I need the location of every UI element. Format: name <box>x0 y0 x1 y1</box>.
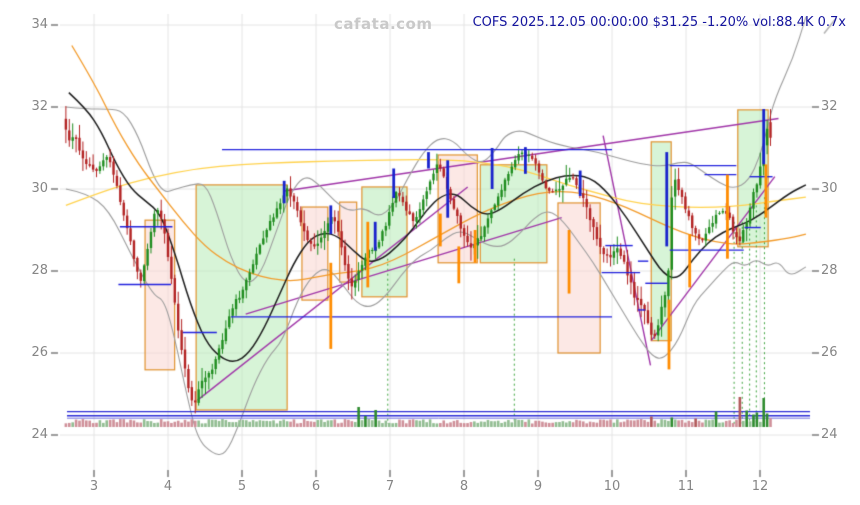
x-axis-label: 10 <box>603 479 621 494</box>
y-axis-label-left: 34 <box>31 17 48 32</box>
x-axis-label: 11 <box>677 479 695 494</box>
watermark: cafata.com <box>334 15 433 33</box>
y-axis-label-left: 28 <box>31 263 48 278</box>
chart-title: COFS 2025.12.05 00:00:00 $31.25 -1.20% v… <box>472 15 846 30</box>
x-axis-label: 4 <box>163 479 173 494</box>
x-axis-label: 7 <box>385 479 395 494</box>
y-axis-label-left: 30 <box>31 181 48 196</box>
y-axis-label-left: 26 <box>31 345 48 360</box>
y-axis-label-right: 30 <box>821 181 838 196</box>
x-axis-label: 8 <box>459 479 469 494</box>
x-axis-label: 3 <box>89 479 99 494</box>
y-axis-label-right: 32 <box>821 99 838 114</box>
y-axis-label-left: 24 <box>31 427 48 442</box>
x-axis-label: 5 <box>237 479 247 494</box>
y-axis-label-right: 24 <box>821 427 838 442</box>
x-axis-label: 6 <box>311 479 321 494</box>
y-axis-label-left: 32 <box>31 99 48 114</box>
y-axis-label-right: 26 <box>821 345 838 360</box>
y-axis-label-right: 28 <box>821 263 838 278</box>
x-axis-label: 12 <box>751 479 769 494</box>
x-axis-label: 9 <box>533 479 543 494</box>
